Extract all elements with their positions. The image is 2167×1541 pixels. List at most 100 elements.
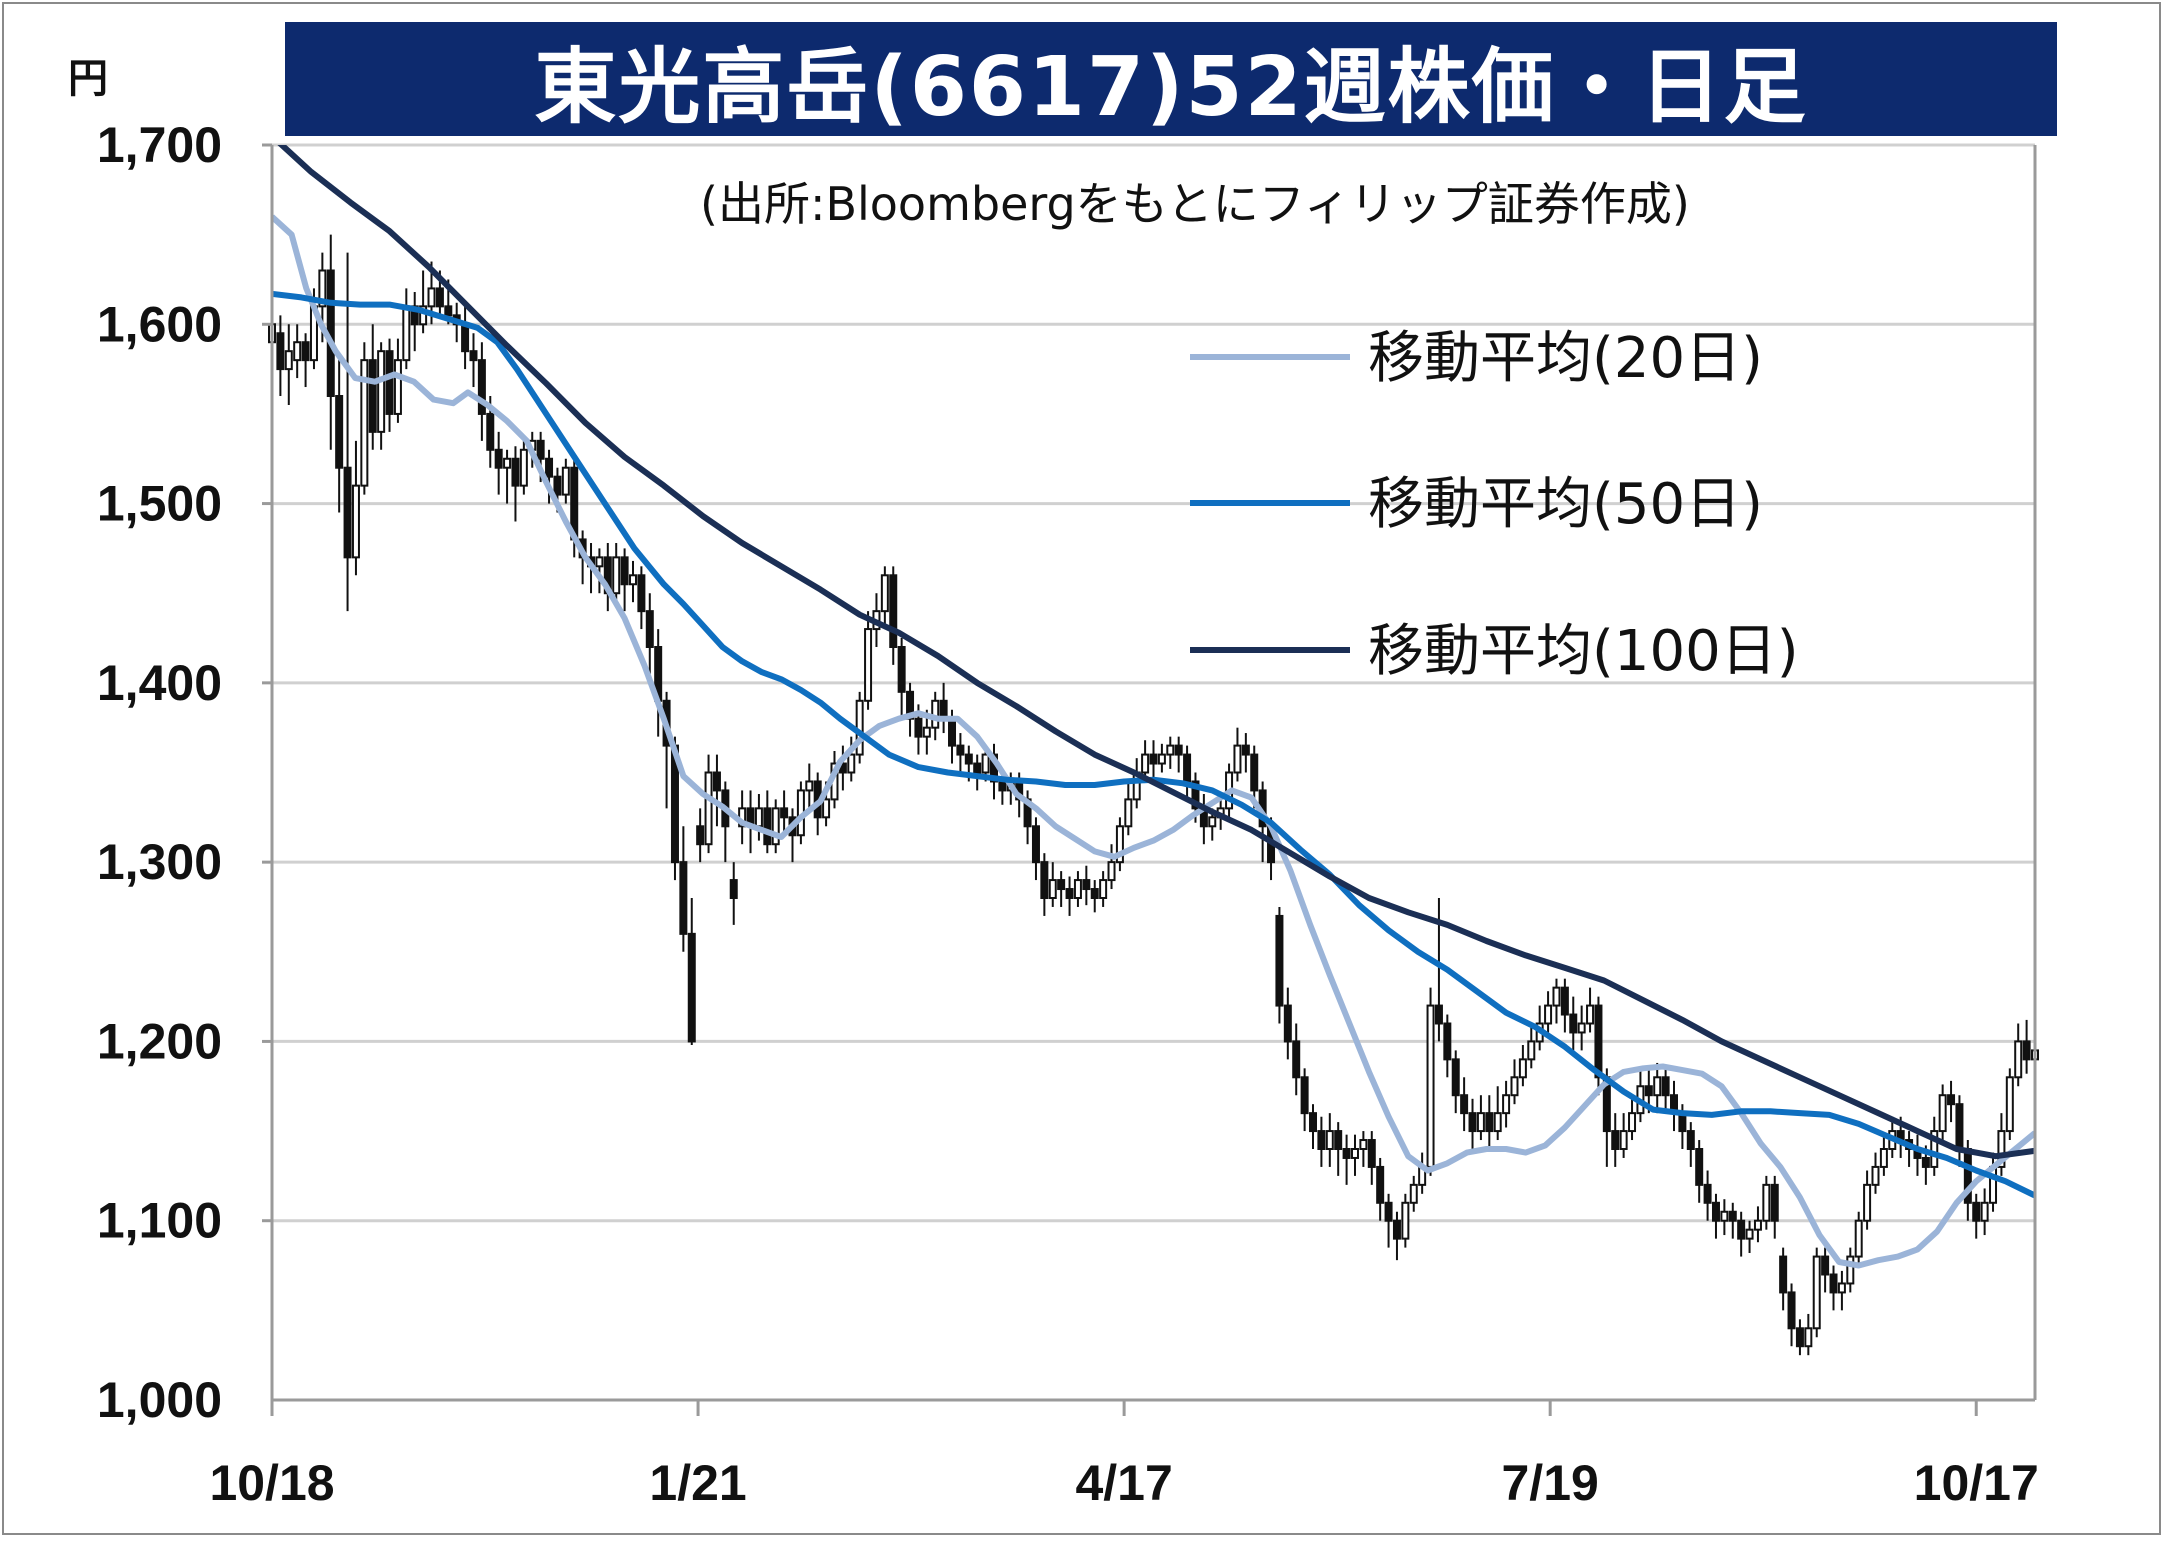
candle-body bbox=[612, 556, 621, 595]
candle-body bbox=[1283, 1004, 1292, 1043]
candle-body bbox=[1309, 1112, 1318, 1133]
candle-body bbox=[1157, 753, 1166, 765]
candle-body bbox=[1401, 1201, 1410, 1240]
candle-body bbox=[1031, 825, 1040, 864]
candle-body bbox=[1174, 744, 1183, 756]
candle-body bbox=[1124, 798, 1133, 828]
candle-body bbox=[427, 287, 436, 308]
candle-body bbox=[981, 753, 990, 774]
candle-body bbox=[864, 628, 873, 702]
candle-body bbox=[1275, 914, 1284, 1007]
candle-body bbox=[1720, 1210, 1729, 1222]
candle-body bbox=[2014, 1040, 2023, 1079]
candle-body bbox=[1980, 1201, 1989, 1222]
candle-body bbox=[494, 448, 503, 469]
candle-body bbox=[435, 287, 444, 308]
candle-body bbox=[469, 350, 478, 362]
y-tick-label: 1,200 bbox=[97, 1013, 222, 1069]
candle-body bbox=[1208, 816, 1217, 828]
candle-body bbox=[763, 807, 772, 846]
x-tick-label: 7/19 bbox=[1502, 1455, 1599, 1511]
candle-body bbox=[1510, 1076, 1519, 1097]
x-tick-label: 10/17 bbox=[1914, 1455, 2039, 1511]
candle-body bbox=[486, 412, 495, 451]
candle-body bbox=[1451, 1058, 1460, 1097]
candle-body bbox=[595, 556, 604, 568]
candle-body bbox=[973, 762, 982, 774]
candle-body bbox=[637, 574, 646, 613]
ma50-line bbox=[272, 290, 2035, 1199]
candle-body bbox=[1947, 1094, 1956, 1106]
candle-body bbox=[897, 646, 906, 693]
candle-body bbox=[444, 305, 453, 317]
candle-body bbox=[385, 350, 394, 415]
candle-body bbox=[1552, 986, 1561, 1007]
candle-body bbox=[1048, 879, 1057, 899]
candle-body bbox=[511, 457, 520, 487]
candle-body bbox=[1653, 1076, 1662, 1097]
candle-body bbox=[1703, 1183, 1712, 1204]
candle-body bbox=[1745, 1228, 1754, 1240]
candle-body bbox=[729, 879, 738, 899]
candle-body bbox=[1384, 1201, 1393, 1222]
candle-body bbox=[1737, 1219, 1746, 1240]
candle-body bbox=[377, 350, 386, 433]
candle-body bbox=[1770, 1183, 1779, 1222]
candle-body bbox=[1795, 1327, 1804, 1348]
candle-body bbox=[335, 395, 344, 469]
candle-body bbox=[1930, 1130, 1939, 1168]
candle-body bbox=[1359, 1139, 1368, 1151]
candle-body bbox=[822, 798, 831, 819]
candle-body bbox=[620, 556, 629, 586]
candle-body bbox=[1527, 1040, 1536, 1061]
candle-body bbox=[1695, 1148, 1704, 1186]
candle-body bbox=[1082, 879, 1091, 891]
candle-body bbox=[964, 753, 973, 765]
candle-body bbox=[1334, 1130, 1343, 1150]
candle-body bbox=[1040, 861, 1049, 900]
candle-body bbox=[1586, 1004, 1595, 1025]
ma100-line bbox=[277, 145, 2035, 1160]
candle-body bbox=[1644, 1085, 1653, 1097]
chart-title: 東光高岳(6617)52週株価・日足 bbox=[534, 39, 1808, 135]
candle-body bbox=[1057, 879, 1066, 891]
x-tick-label: 4/17 bbox=[1075, 1455, 1172, 1511]
y-unit-label: 円 bbox=[68, 56, 108, 102]
candle-body bbox=[1569, 1013, 1578, 1034]
candle-body bbox=[1879, 1148, 1888, 1168]
candle-body bbox=[1460, 1094, 1469, 1115]
candle-body bbox=[536, 439, 545, 460]
candle-body bbox=[1829, 1273, 1838, 1294]
candle-body bbox=[1611, 1130, 1620, 1150]
candle-body bbox=[1443, 1022, 1452, 1061]
candle-body bbox=[1997, 1130, 2006, 1168]
candle-body bbox=[402, 305, 411, 362]
candlesticks bbox=[268, 234, 2039, 1356]
title-banner: 東光高岳(6617)52週株価・日足 bbox=[285, 22, 2057, 136]
candle-body bbox=[2022, 1040, 2031, 1061]
candle-body bbox=[880, 574, 889, 613]
candle-body bbox=[1099, 879, 1108, 899]
x-tick-label: 10/18 bbox=[209, 1455, 334, 1511]
candle-body bbox=[1342, 1148, 1351, 1159]
candle-body bbox=[948, 717, 957, 747]
candle-body bbox=[2005, 1076, 2014, 1133]
legend-label: 移動平均(100日) bbox=[1368, 619, 1799, 684]
candle-body bbox=[1779, 1255, 1788, 1294]
candle-body bbox=[477, 359, 486, 415]
candle-body bbox=[1762, 1183, 1771, 1222]
candle-body bbox=[368, 359, 377, 433]
candle-body bbox=[1854, 1219, 1863, 1258]
candle-body bbox=[1787, 1291, 1796, 1330]
candle-body bbox=[545, 457, 554, 478]
candle-body bbox=[1955, 1103, 1964, 1151]
candle-body bbox=[931, 699, 940, 729]
candle-body bbox=[503, 457, 512, 469]
candle-body bbox=[687, 932, 696, 1043]
candle-body bbox=[1661, 1076, 1670, 1097]
candle-body bbox=[1821, 1255, 1830, 1276]
candle-body bbox=[1804, 1327, 1813, 1348]
candle-body bbox=[1560, 986, 1569, 1016]
candle-body bbox=[1871, 1165, 1880, 1186]
